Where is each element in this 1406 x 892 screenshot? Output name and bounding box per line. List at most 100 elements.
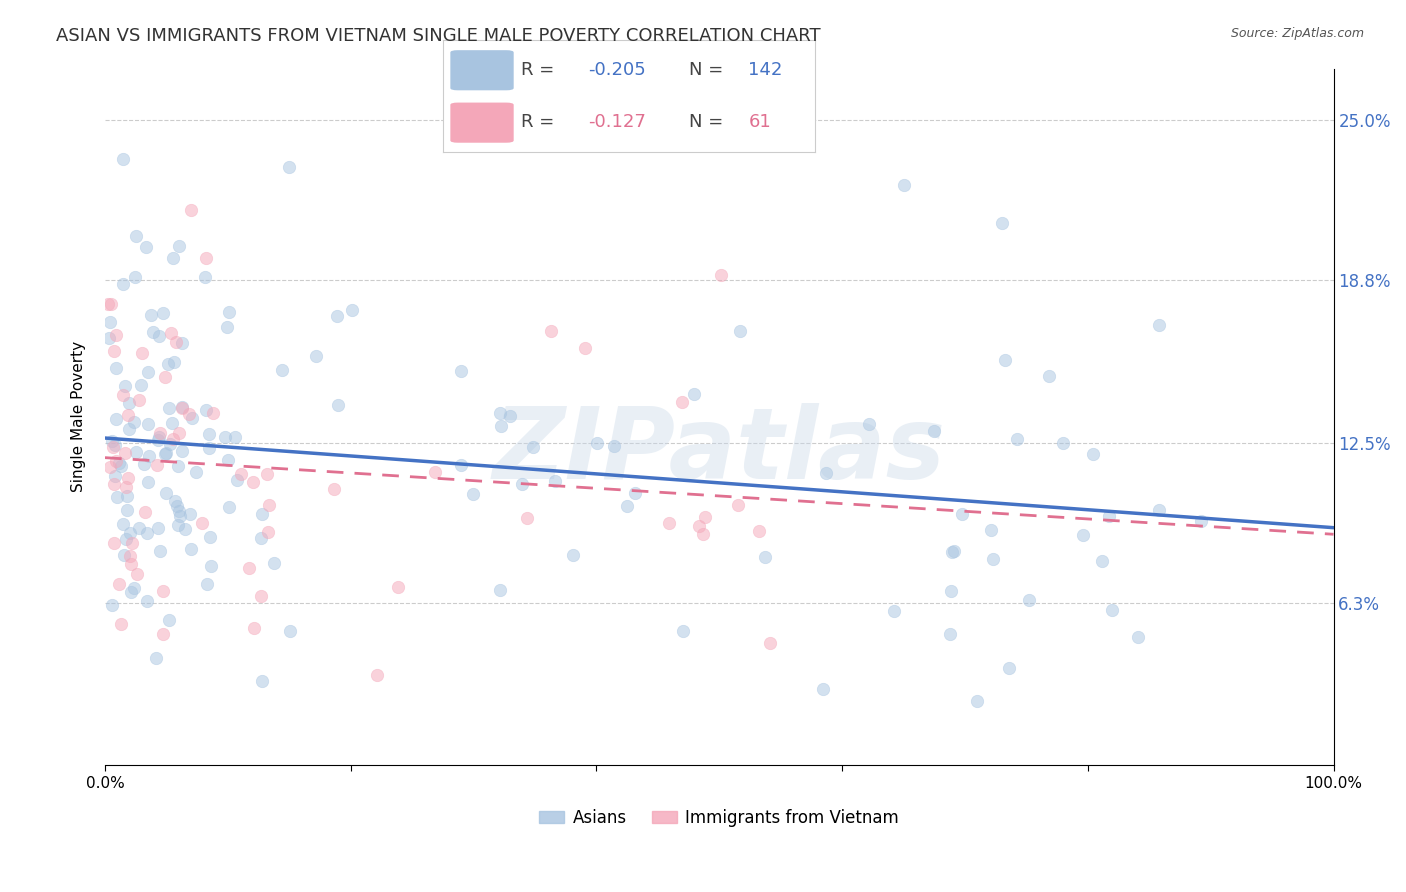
Point <box>134 505 156 519</box>
Point <box>1038 368 1060 383</box>
Point <box>166 499 188 513</box>
Point <box>257 498 280 512</box>
Point <box>167 504 190 518</box>
Point <box>128 392 150 407</box>
Point <box>112 388 135 402</box>
Point <box>939 626 962 640</box>
Point <box>104 438 127 452</box>
Point <box>118 422 141 436</box>
Point <box>278 624 301 638</box>
Point <box>623 486 645 500</box>
Point <box>1189 514 1212 528</box>
Point <box>197 441 219 455</box>
Point <box>115 503 138 517</box>
Point <box>242 475 264 489</box>
Point <box>162 251 184 265</box>
Point <box>177 407 200 421</box>
Point <box>167 425 190 440</box>
Point <box>195 402 218 417</box>
Point <box>101 434 124 448</box>
Point <box>138 365 160 379</box>
Point <box>423 465 446 479</box>
Point <box>170 401 193 416</box>
Text: -0.127: -0.127 <box>588 112 647 130</box>
Point <box>155 486 177 500</box>
Point <box>117 408 139 422</box>
Point <box>112 517 135 532</box>
Point <box>100 296 122 310</box>
Point <box>226 473 249 487</box>
Point <box>173 522 195 536</box>
Point <box>181 411 204 425</box>
Point <box>197 427 219 442</box>
Point <box>616 499 638 513</box>
Point <box>198 530 221 544</box>
Point <box>231 467 253 481</box>
FancyBboxPatch shape <box>450 50 513 90</box>
Point <box>162 432 184 446</box>
Point <box>922 424 945 438</box>
Point <box>108 577 131 591</box>
Point <box>114 446 136 460</box>
Point <box>461 487 484 501</box>
Point <box>250 674 273 689</box>
Point <box>97 331 120 345</box>
Point <box>122 581 145 595</box>
Point <box>224 430 246 444</box>
Point <box>263 556 285 570</box>
Point <box>1101 603 1123 617</box>
Point <box>167 517 190 532</box>
Point <box>112 152 135 166</box>
Point <box>1147 318 1170 332</box>
Text: N =: N = <box>689 62 728 79</box>
Point <box>218 304 240 318</box>
Point <box>200 558 222 573</box>
Point <box>149 425 172 440</box>
Point <box>125 445 148 459</box>
Point <box>277 160 299 174</box>
Point <box>120 585 142 599</box>
Point <box>540 324 562 338</box>
Point <box>326 398 349 412</box>
Point <box>117 471 139 485</box>
Point <box>683 387 706 401</box>
Point <box>146 433 169 447</box>
Point <box>243 621 266 635</box>
Point <box>170 335 193 350</box>
Point <box>489 582 512 597</box>
Point <box>522 440 544 454</box>
Point <box>489 419 512 434</box>
Point <box>941 545 963 559</box>
Point <box>671 395 693 409</box>
Point <box>748 524 770 539</box>
Point <box>136 594 159 608</box>
Point <box>1147 503 1170 517</box>
Point <box>586 436 609 450</box>
Point <box>950 507 973 521</box>
Point <box>966 694 988 708</box>
Point <box>544 474 567 488</box>
Point <box>115 480 138 494</box>
Point <box>152 627 174 641</box>
Point <box>387 580 409 594</box>
Point <box>1005 432 1028 446</box>
Point <box>128 520 150 534</box>
Point <box>194 270 217 285</box>
Point <box>139 308 162 322</box>
Point <box>155 445 177 459</box>
Point <box>114 379 136 393</box>
Point <box>603 439 626 453</box>
Point <box>195 252 218 266</box>
Point <box>120 526 142 541</box>
Point <box>214 430 236 444</box>
Point <box>815 467 838 481</box>
Point <box>115 532 138 546</box>
Point <box>994 353 1017 368</box>
Point <box>858 417 880 431</box>
Point <box>167 238 190 252</box>
Point <box>157 401 180 415</box>
Point <box>692 527 714 541</box>
Text: ZIPatlas: ZIPatlas <box>492 403 946 500</box>
Point <box>658 516 681 531</box>
Point <box>155 447 177 461</box>
